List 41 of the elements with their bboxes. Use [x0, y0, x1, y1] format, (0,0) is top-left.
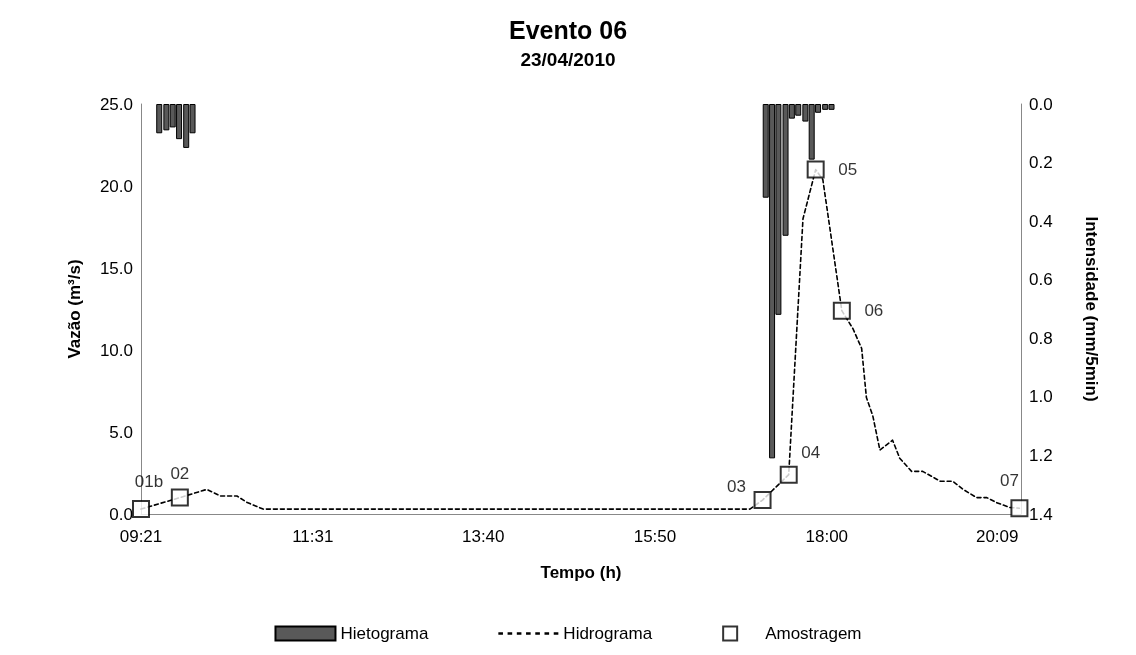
annotation: 02: [170, 464, 190, 484]
chart-title: Evento 06: [508, 15, 628, 44]
x-axis-title: Tempo (h): [540, 563, 622, 582]
y2-tick-label: 0.0: [1029, 94, 1053, 114]
y-tick-label: 5.0: [109, 422, 133, 442]
y2-tick-label: 0.4: [1029, 211, 1053, 231]
x-tick-label: 13:40: [461, 527, 505, 546]
point: [753, 491, 772, 510]
annotation: 07: [999, 470, 1019, 490]
point: [1010, 499, 1029, 518]
y2-tick-label: 1.2: [1029, 445, 1053, 465]
point: [832, 301, 851, 320]
x-tick-label: 09:21: [119, 527, 163, 546]
x-tick-label: 20:09: [975, 527, 1019, 546]
y2-tick-label: 1.4: [1029, 504, 1053, 524]
point: [170, 488, 189, 507]
annotation: 04: [801, 443, 821, 463]
y-tick-label: 20.0: [99, 176, 133, 196]
annotation: 05: [838, 160, 858, 180]
legend-label: Amostragem: [765, 624, 862, 643]
y2-axis-title: Intensidade (mm/5min): [1082, 216, 1101, 402]
y-tick-label: 0.0: [109, 504, 133, 524]
y-axis-title: Vazão (m³/s): [65, 259, 84, 359]
point: [779, 465, 798, 484]
y2-tick-label: 0.2: [1029, 153, 1053, 173]
legend-label: Hietograma: [340, 624, 429, 643]
x-tick-label: 11:31: [292, 527, 334, 546]
annotation: 03: [727, 476, 747, 496]
y-tick-label: 10.0: [99, 340, 133, 360]
point: [806, 160, 825, 179]
x-tick-label: 18:00: [805, 527, 849, 546]
y-tick-label: 15.0: [99, 258, 133, 278]
annotation: 06: [864, 301, 884, 321]
legend-label: Hidrograma: [563, 624, 653, 643]
y2-tick-label: 0.6: [1029, 270, 1053, 290]
y-tick-label: 25.0: [99, 94, 133, 114]
point: [132, 500, 150, 519]
chart-subtitle: 23/04/2010: [520, 49, 616, 70]
x-tick-label: 15:50: [633, 527, 677, 546]
y2-tick-label: 1.0: [1029, 387, 1053, 407]
y2-tick-label: 0.8: [1029, 328, 1053, 348]
